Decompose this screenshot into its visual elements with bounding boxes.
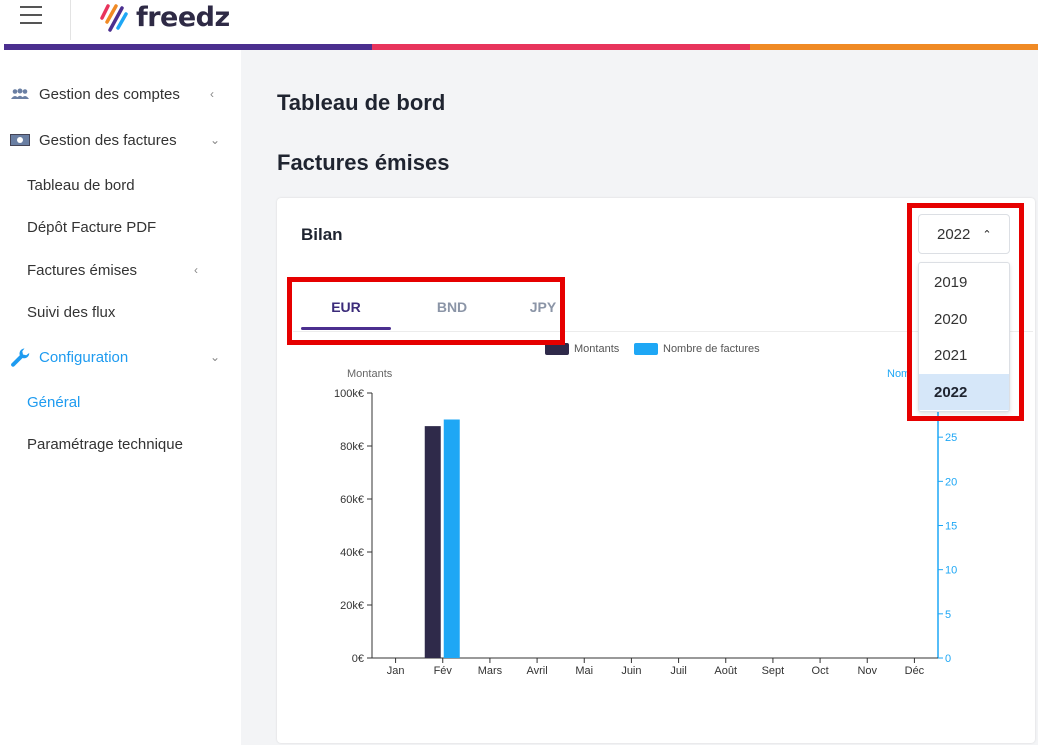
x-tick-label: Nov (857, 665, 877, 677)
year-option[interactable]: 2019 (934, 273, 968, 291)
sidebar-subitem-tableau-de-bord[interactable]: Tableau de bord (27, 176, 135, 194)
y-tick-label: 0€ (352, 653, 364, 665)
sidebar-item-label: Configuration (39, 348, 129, 366)
users-icon (10, 88, 30, 100)
x-tick-label: Avril (526, 665, 547, 677)
x-tick-label: Oct (812, 665, 829, 677)
year-select-value: 2022 (937, 225, 971, 243)
year-select[interactable]: 2022 ⌃ (918, 214, 1010, 254)
sidebar-subitem-depot-facture[interactable]: Dépôt Facture PDF (27, 218, 157, 236)
year-dropdown-menu: 2019 2020 2021 2022 (918, 262, 1010, 412)
sidebar-item-gestion-comptes[interactable]: Gestion des comptes ‹ (0, 77, 241, 111)
bar-nombre-factures (443, 419, 460, 658)
tab-jpy[interactable]: JPY (529, 299, 557, 315)
x-tick-label: Juin (621, 665, 641, 677)
chevron-left-icon: ‹ (194, 263, 198, 277)
y-tick-label: 80k€ (340, 441, 364, 453)
legend-swatch-nombre (634, 343, 658, 355)
sidebar-subitem-factures-emises[interactable]: Factures émises ‹ (27, 256, 207, 284)
sidebar-item-configuration[interactable]: Configuration ⌄ (0, 340, 241, 374)
bar-montants (424, 426, 441, 658)
y-tick-label: 100k€ (334, 388, 364, 400)
tabs-divider (293, 331, 1033, 332)
main-content: Tableau de bord Factures émises Bilan EU… (241, 50, 1038, 745)
active-tab-indicator (301, 327, 391, 330)
x-tick-label: Mai (575, 665, 593, 677)
y2-tick-label: 20 (945, 476, 957, 488)
x-tick-label: Jan (387, 665, 405, 677)
x-tick-label: Août (714, 665, 737, 677)
x-tick-label: Déc (905, 665, 925, 677)
banknote-icon (10, 134, 30, 146)
sidebar-subitem-suivi-flux[interactable]: Suivi des flux (27, 303, 116, 321)
sidebar-item-gestion-factures[interactable]: Gestion des factures ⌄ (0, 123, 241, 157)
year-option[interactable]: 2020 (934, 310, 968, 328)
y2-tick-label: 15 (945, 521, 957, 533)
year-option-selected[interactable]: 2022 (919, 374, 1009, 410)
header-divider (70, 0, 71, 40)
logo-mark-icon (100, 4, 128, 32)
x-tick-label: Juil (670, 665, 687, 677)
brand-stripe-orange (750, 44, 1038, 50)
x-tick-label: Mars (478, 665, 503, 677)
legend-label-nombre: Nombre de factures (663, 343, 760, 355)
sidebar: Gestion des comptes ‹ Gestion des factur… (0, 50, 241, 745)
y-tick-label: 40k€ (340, 547, 364, 559)
tab-bnd[interactable]: BND (436, 299, 468, 315)
x-tick-label: Sept (762, 665, 785, 677)
chevron-left-icon: ‹ (210, 87, 214, 101)
x-tick-label: Fév (434, 665, 453, 677)
sidebar-item-label: Factures émises (27, 261, 138, 279)
y2-axis-title: Nom (887, 368, 910, 380)
legend-swatch-montants (545, 343, 569, 355)
year-option[interactable]: 2021 (934, 346, 968, 364)
chevron-up-icon: ⌃ (982, 228, 992, 241)
bilan-chart: Montants Nombre de factures Montants Nom 0€ 2… (334, 343, 957, 677)
brand-stripe-pink (372, 44, 750, 50)
chevron-down-icon: ⌄ (210, 350, 221, 364)
tab-eur[interactable]: EUR (331, 299, 361, 315)
y2-tick-label: 5 (945, 609, 951, 621)
section-title: Factures émises (277, 150, 450, 175)
menu-icon[interactable] (20, 6, 42, 24)
app-header: freedz (0, 0, 1038, 44)
y2-tick-label: 10 (945, 565, 957, 577)
page-title: Tableau de bord (277, 90, 446, 115)
bilan-card: Bilan EUR BND JPY Montants Nombre de fact… (277, 198, 1035, 743)
y-axis-title: Montants (347, 368, 393, 380)
sidebar-item-label: Gestion des comptes (39, 85, 180, 103)
brand-stripe-purple (4, 44, 372, 50)
legend-label-montants: Montants (574, 343, 620, 355)
sidebar-subitem-general[interactable]: Général (27, 393, 81, 411)
freedz-logo[interactable]: freedz (96, 0, 230, 34)
sidebar-subitem-parametrage-technique[interactable]: Paramétrage technique (27, 435, 183, 453)
y-tick-label: 20k€ (340, 600, 364, 612)
y-tick-label: 60k€ (340, 494, 364, 506)
logo-text: freedz (136, 1, 230, 33)
y2-tick-label: 0 (945, 653, 951, 665)
sidebar-item-label: Gestion des factures (39, 131, 177, 149)
wrench-icon (10, 347, 30, 367)
y2-tick-label: 25 (945, 432, 957, 444)
chevron-down-icon: ⌄ (210, 133, 221, 147)
card-title: Bilan (301, 225, 343, 244)
